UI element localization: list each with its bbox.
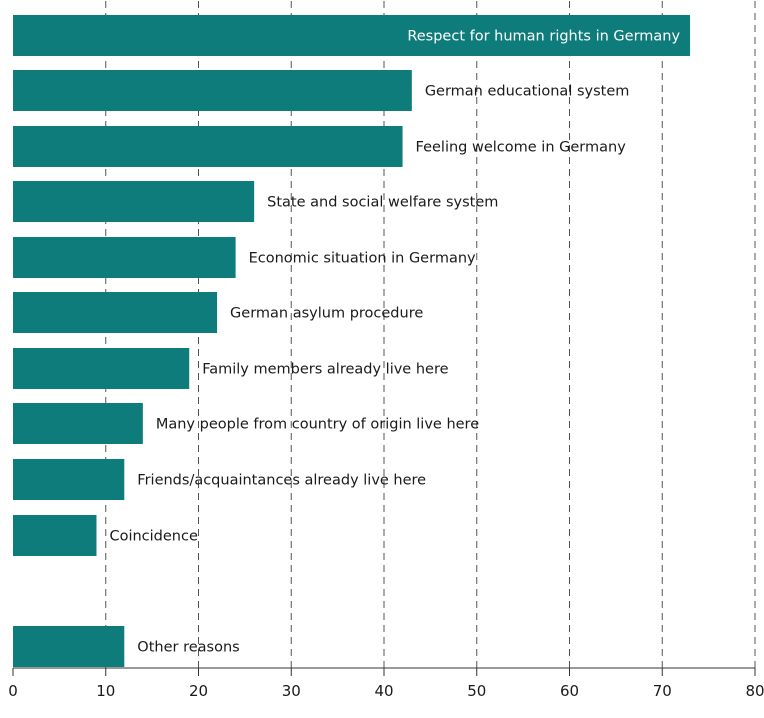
bar-7 (13, 403, 143, 444)
bar-2 (13, 126, 403, 167)
bar-label-0: Respect for human rights in Germany (407, 29, 680, 45)
x-tick-label-70: 70 (653, 682, 672, 700)
x-tick-label-40: 40 (374, 682, 393, 700)
bar-label-2: Feeling welcome in Germany (416, 140, 627, 156)
bar-label-1: German educational system (425, 84, 630, 100)
bars (13, 15, 691, 667)
bar-label-4: Economic situation in Germany (249, 251, 476, 267)
bar-8 (13, 459, 125, 500)
bar-label-5: German asylum procedure (230, 306, 423, 322)
x-tick-label-20: 20 (189, 682, 208, 700)
x-tick-label-80: 80 (745, 682, 764, 700)
bar-10 (13, 626, 125, 667)
bar-label-3: State and social welfare system (267, 195, 498, 211)
bar-1 (13, 70, 412, 111)
bar-4 (13, 237, 236, 278)
bar-6 (13, 348, 190, 389)
bar-label-6: Family members already live here (202, 362, 448, 378)
bar-9 (13, 515, 97, 556)
x-tick-label-10: 10 (96, 682, 115, 700)
bar-5 (13, 292, 218, 333)
bar-0 (13, 15, 691, 56)
gridlines (105, 1, 756, 668)
x-tick-label-50: 50 (467, 682, 486, 700)
bar-labels: Respect for human rights in Germany Germa… (109, 29, 680, 656)
bar-3 (13, 181, 255, 222)
x-tick-label-30: 30 (282, 682, 301, 700)
x-axis: 0 10 20 30 40 50 60 70 80 (8, 667, 764, 700)
bar-label-10: Other reasons (137, 640, 239, 656)
bar-label-8: Friends/acquaintances already live here (137, 473, 426, 489)
x-tick-label-60: 60 (560, 682, 579, 700)
bar-label-7: Many people from country of origin live … (156, 417, 479, 433)
bar-label-9: Coincidence (109, 529, 198, 545)
x-tick-label-0: 0 (8, 682, 18, 700)
